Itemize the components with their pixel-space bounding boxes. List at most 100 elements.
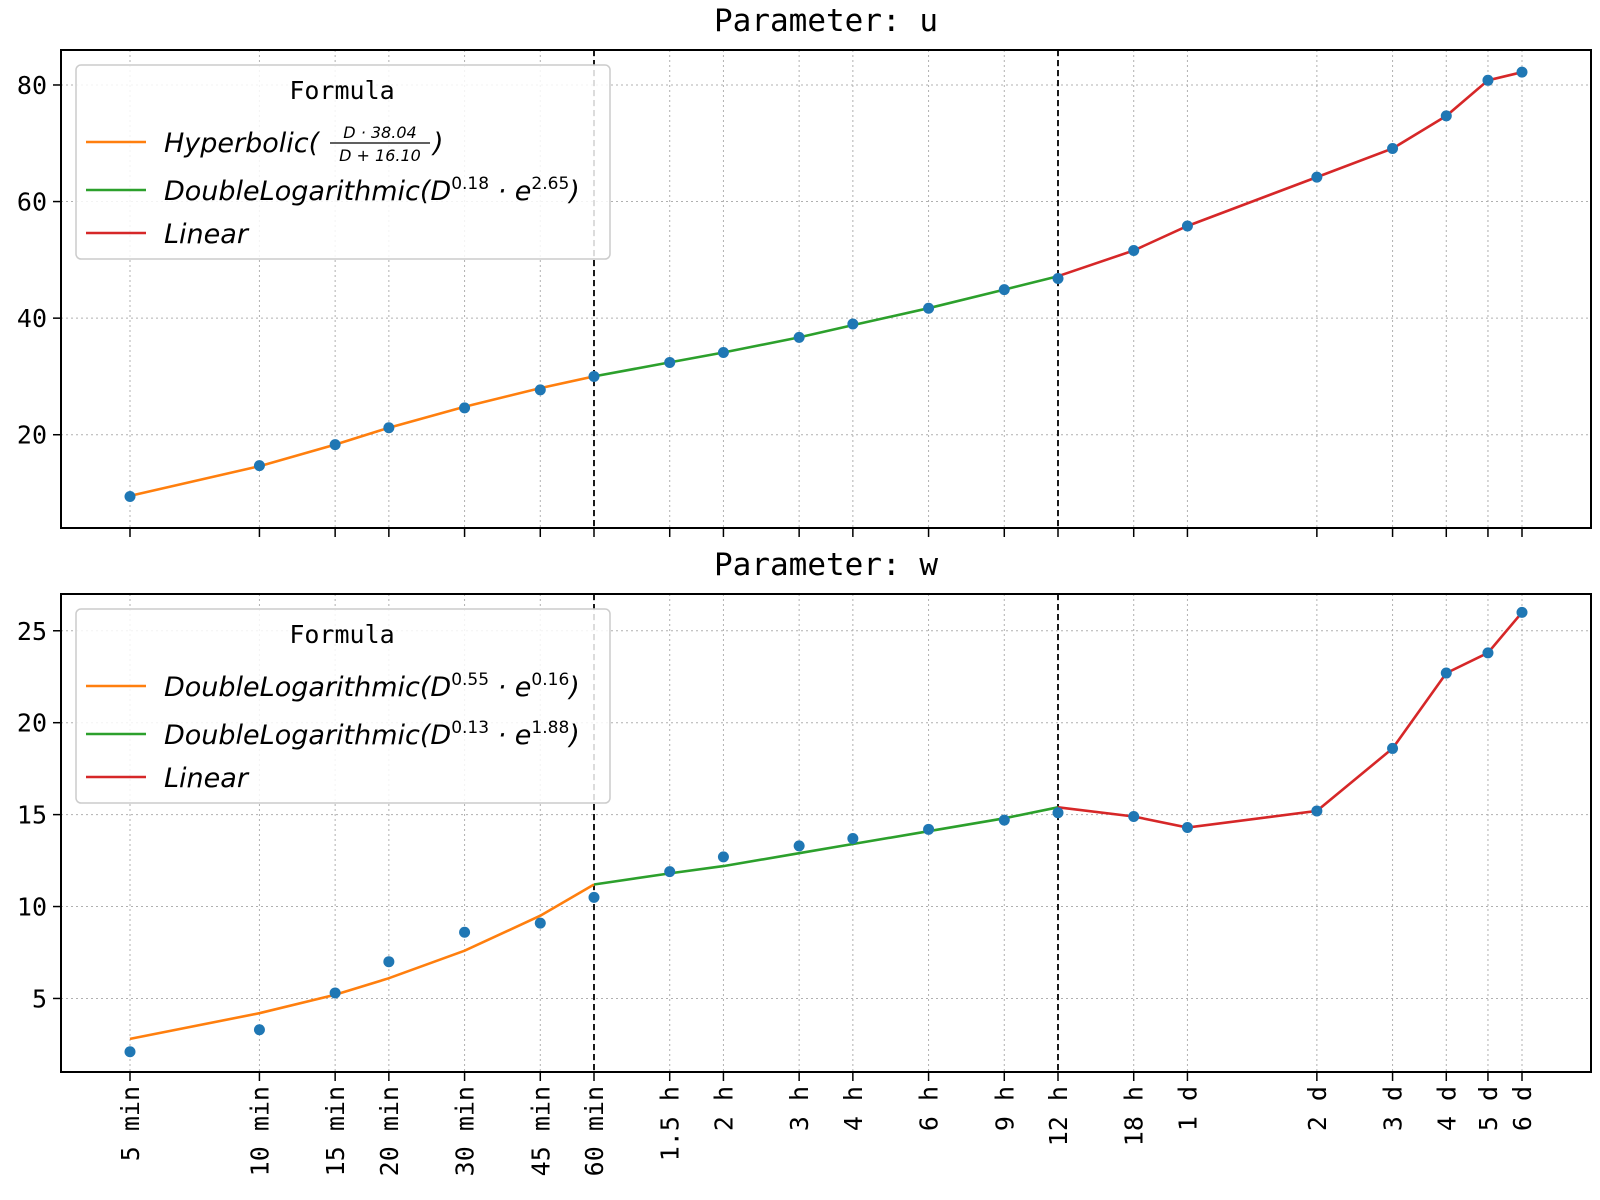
x-tick-label: 3 d <box>1379 1086 1408 1131</box>
data-point <box>253 460 265 472</box>
data-point <box>1311 171 1323 183</box>
data-point <box>1482 647 1494 659</box>
y-tick-label: 20 <box>17 709 47 738</box>
legend-box <box>75 64 611 260</box>
chart-title: Parameter: w <box>714 547 938 583</box>
legend-fraction-numerator: D · 38.04 <box>343 123 416 142</box>
legend-title: Formula <box>289 620 394 649</box>
y-tick-label: 20 <box>17 421 47 450</box>
legend-label: Hyperbolic( <box>164 128 321 159</box>
x-tick-label: 15 min <box>321 1086 350 1176</box>
legend-label-close: ) <box>431 128 444 159</box>
x-tick-label: 6 h <box>915 1086 944 1131</box>
data-point <box>1128 245 1140 257</box>
x-tick-label: 12 h <box>1044 1086 1073 1146</box>
data-point <box>459 926 471 938</box>
data-point <box>793 331 805 343</box>
plot-frame <box>60 49 1592 529</box>
data-point <box>923 823 935 835</box>
data-point <box>253 1024 265 1036</box>
y-tick-label: 25 <box>17 617 47 646</box>
series-line-1 <box>129 883 595 1041</box>
data-point <box>1516 606 1528 618</box>
data-point <box>717 851 729 863</box>
data-point <box>1181 220 1193 232</box>
series-line-2 <box>593 806 1059 886</box>
plot-frame <box>60 593 1592 1073</box>
data-point <box>923 302 935 314</box>
x-tick-label: 5 d <box>1474 1086 1503 1131</box>
data-point <box>847 833 859 845</box>
data-point <box>998 814 1010 826</box>
x-tick-label: 3 h <box>785 1086 814 1131</box>
x-tick-label: 20 min <box>375 1086 404 1176</box>
y-tick-label: 60 <box>17 188 47 217</box>
legend: Formula DoubleLogarithmic(D0.55 · e0.16) D… <box>75 608 611 804</box>
legend-label: DoubleLogarithmic(D0.13 · e1.88) <box>164 718 580 751</box>
data-point <box>124 1046 136 1058</box>
panel-1: Parameter: u 20 40 60 80 Formula Hyperbolic( D … <box>17 3 1592 537</box>
legend-fraction-denominator: D + 16.10 <box>339 146 421 165</box>
data-point <box>1052 807 1064 819</box>
legend-label: Linear <box>164 763 250 794</box>
data-point <box>664 866 676 878</box>
x-tick-label: 10 min <box>245 1086 274 1176</box>
x-tick-label: 60 min <box>580 1086 609 1176</box>
data-point <box>588 891 600 903</box>
data-point <box>664 356 676 368</box>
data-point <box>1311 805 1323 817</box>
y-tick-label: 10 <box>17 893 47 922</box>
data-point <box>1387 143 1399 155</box>
series-line-3 <box>1057 611 1523 829</box>
series-line-1 <box>129 375 595 498</box>
y-tick-label: 40 <box>17 304 47 333</box>
x-tick-label: 2 h <box>709 1086 738 1131</box>
x-tick-label: 18 h <box>1120 1086 1149 1146</box>
x-tick-label: 1.5 h <box>656 1086 685 1161</box>
data-point <box>534 917 546 929</box>
data-point <box>329 439 341 451</box>
legend-label: DoubleLogarithmic(D0.55 · e0.16) <box>164 670 580 703</box>
series-line-2 <box>593 274 1059 378</box>
legend-label: DoubleLogarithmic(D0.18 · e2.65) <box>164 174 580 207</box>
x-tick-label: 4 d <box>1432 1086 1461 1131</box>
data-point <box>1052 273 1064 285</box>
x-tick-label: 5 min <box>116 1086 145 1161</box>
data-point <box>329 987 341 999</box>
legend: Formula Hyperbolic( D · 38.04 D + 16.10) Dou… <box>75 64 611 260</box>
chart-title: Parameter: u <box>714 3 938 39</box>
series-line-3 <box>1057 70 1523 278</box>
x-tick-label: 6 d <box>1508 1086 1537 1131</box>
data-point <box>717 347 729 359</box>
x-tick-label: 45 min <box>526 1086 555 1176</box>
x-tick-label: 2 d <box>1303 1086 1332 1131</box>
data-point <box>124 491 136 503</box>
data-point <box>1128 810 1140 822</box>
panel-2: Parameter: w 5 10 15 20 25 5 min 10 min 15 min 20… <box>17 547 1592 1176</box>
data-point <box>1387 742 1399 754</box>
data-point <box>1440 667 1452 679</box>
data-point <box>793 840 805 852</box>
data-point <box>588 370 600 382</box>
data-point <box>459 402 471 414</box>
x-tick-label: 30 min <box>451 1086 480 1176</box>
y-tick-label: 80 <box>17 71 47 100</box>
legend-box <box>75 608 611 804</box>
y-tick-label: 5 <box>32 984 47 1013</box>
data-point <box>998 284 1010 296</box>
data-point <box>383 422 395 434</box>
data-point <box>383 956 395 968</box>
y-tick-label: 15 <box>17 801 47 830</box>
x-tick-label: 9 h <box>990 1086 1019 1131</box>
data-point <box>1516 66 1528 78</box>
legend-label: Linear <box>164 219 250 250</box>
data-point <box>847 318 859 330</box>
data-point <box>1482 74 1494 86</box>
x-tick-label: 1 d <box>1173 1086 1202 1131</box>
x-tick-label: 4 h <box>839 1086 868 1131</box>
legend-title: Formula <box>289 76 394 105</box>
data-point <box>534 384 546 396</box>
data-point <box>1181 821 1193 833</box>
data-point <box>1440 110 1452 122</box>
